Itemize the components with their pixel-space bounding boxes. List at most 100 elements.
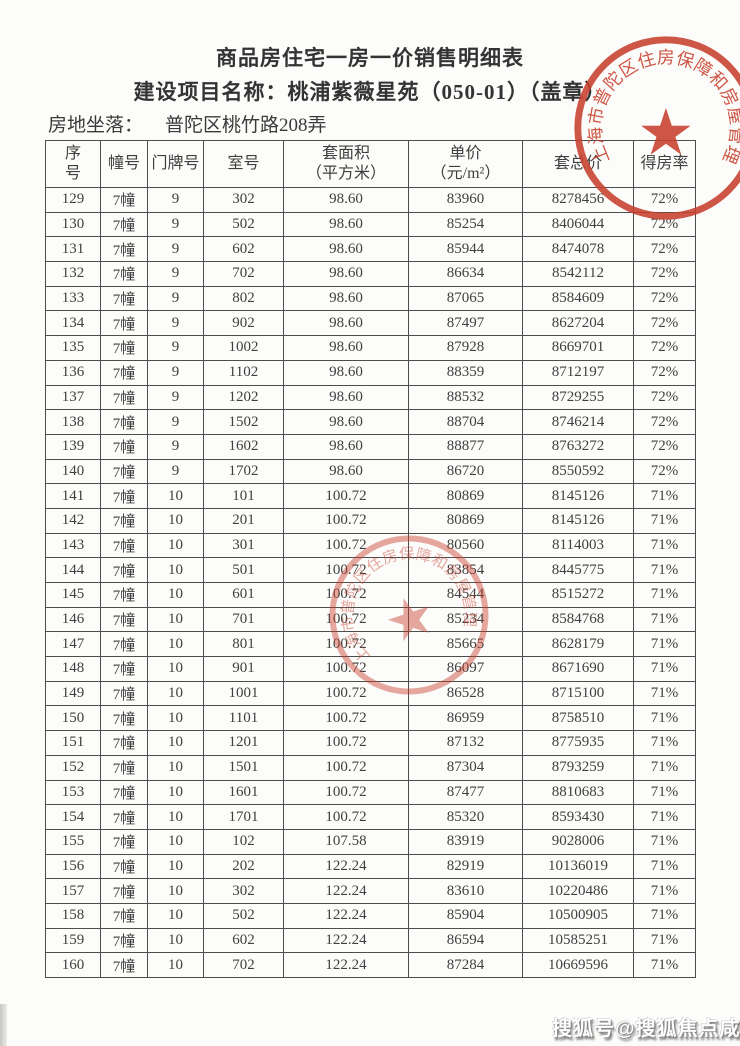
table-row: 152 7幢 10 1501 100.72 87304 8793259 71% <box>45 754 696 781</box>
table-row: 159 7幢 10 602 122.24 86594 10585251 71% <box>45 927 696 954</box>
cell-serial: 151 <box>45 730 101 756</box>
cell-serial: 129 <box>45 187 101 213</box>
page-title: 商品房住宅一房一价销售明细表 <box>216 46 524 70</box>
cell-serial: 133 <box>45 285 101 312</box>
cell-area: 122.24 <box>283 853 409 880</box>
header-building: 幢号 <box>100 140 148 188</box>
cell-total-price: 8729255 <box>522 384 634 411</box>
cell-area: 100.72 <box>283 532 409 559</box>
cell-unit-price: 83610 <box>408 878 523 904</box>
cell-total-price: 8593430 <box>522 804 634 830</box>
table-row: 158 7幢 10 502 122.24 85904 10500905 71% <box>45 902 696 929</box>
cell-door: 9 <box>147 211 204 238</box>
cell-unit-price: 85254 <box>408 211 523 238</box>
cell-building: 7幢 <box>100 458 148 485</box>
table-row: 138 7幢 9 1502 98.60 88704 8746214 72% <box>45 409 696 435</box>
cell-efficiency: 72% <box>633 335 696 361</box>
cell-room: 702 <box>203 261 284 287</box>
cell-building: 7幢 <box>100 384 148 411</box>
cell-room: 1102 <box>203 359 284 386</box>
cell-unit-price: 87065 <box>408 285 523 312</box>
cell-efficiency: 71% <box>633 582 696 608</box>
cell-efficiency: 71% <box>633 730 696 756</box>
table-row: 156 7幢 10 202 122.24 82919 10136019 71% <box>45 853 696 880</box>
cell-efficiency: 71% <box>633 680 696 707</box>
cell-door: 10 <box>147 631 204 658</box>
cell-efficiency: 71% <box>633 779 696 806</box>
cell-building: 7幢 <box>100 187 148 213</box>
cell-building: 7幢 <box>100 409 148 435</box>
cell-area: 98.60 <box>283 409 409 435</box>
cell-efficiency: 72% <box>633 384 696 411</box>
cell-serial: 137 <box>45 384 101 411</box>
cell-door: 9 <box>147 409 204 435</box>
cell-room: 1702 <box>203 458 284 485</box>
table-body: 129 7幢 9 302 98.60 83960 8278456 72% 130… <box>45 187 696 978</box>
cell-serial: 152 <box>45 754 101 781</box>
cell-total-price: 8793259 <box>522 754 634 781</box>
cell-door: 10 <box>147 754 204 781</box>
cell-efficiency: 72% <box>633 409 696 435</box>
table-row: 145 7幢 10 601 100.72 84544 8515272 71% <box>45 582 696 608</box>
header-door: 门牌号 <box>147 140 204 188</box>
price-table: 序 号 幢号 门牌号 室号 套面积 （平方米） 单价 （元/m²） 套总价 得房… <box>45 140 696 978</box>
table-row: 154 7幢 10 1701 100.72 85320 8593430 71% <box>45 804 696 830</box>
cell-room: 302 <box>203 187 284 213</box>
cell-room: 602 <box>203 236 284 263</box>
header-total-price: 套总价 <box>522 140 634 188</box>
table-row: 135 7幢 9 1002 98.60 87928 8669701 72% <box>45 335 696 361</box>
table-row: 133 7幢 9 802 98.60 87065 8584609 72% <box>45 285 696 312</box>
cell-serial: 140 <box>45 458 101 485</box>
cell-area: 100.72 <box>283 582 409 608</box>
cell-serial: 160 <box>45 952 101 978</box>
cell-unit-price: 85320 <box>408 804 523 830</box>
cell-efficiency: 71% <box>633 754 696 781</box>
cell-room: 301 <box>203 532 284 559</box>
cell-serial: 143 <box>45 532 101 559</box>
cell-total-price: 8542112 <box>522 261 634 287</box>
cell-total-price: 8775935 <box>522 730 634 756</box>
table-row: 141 7幢 10 101 100.72 80869 8145126 71% <box>45 483 696 509</box>
cell-efficiency: 71% <box>633 705 696 732</box>
table-row: 137 7幢 9 1202 98.60 88532 8729255 72% <box>45 384 696 411</box>
cell-door: 10 <box>147 952 204 978</box>
cell-efficiency: 71% <box>633 507 696 534</box>
cell-room: 1601 <box>203 779 284 806</box>
cell-serial: 134 <box>45 310 101 337</box>
cell-total-price: 10669596 <box>522 952 634 978</box>
cell-area: 100.72 <box>283 507 409 534</box>
cell-room: 1502 <box>203 409 284 435</box>
cell-efficiency: 71% <box>633 828 696 855</box>
scan-edge-artifact <box>0 1004 7 1046</box>
cell-room: 502 <box>203 902 284 929</box>
cell-area: 100.72 <box>283 483 409 509</box>
cell-total-price: 8671690 <box>522 656 634 682</box>
cell-serial: 142 <box>45 507 101 534</box>
cell-area: 100.72 <box>283 656 409 682</box>
cell-area: 122.24 <box>283 927 409 954</box>
cell-area: 98.60 <box>283 236 409 263</box>
cell-efficiency: 72% <box>633 236 696 263</box>
cell-total-price: 8627204 <box>522 310 634 337</box>
cell-unit-price: 88704 <box>408 409 523 435</box>
cell-building: 7幢 <box>100 631 148 658</box>
cell-room: 1202 <box>203 384 284 411</box>
cell-building: 7幢 <box>100 828 148 855</box>
cell-efficiency: 71% <box>633 952 696 978</box>
cell-room: 1701 <box>203 804 284 830</box>
cell-total-price: 8628179 <box>522 631 634 658</box>
cell-building: 7幢 <box>100 705 148 732</box>
cell-room: 902 <box>203 310 284 337</box>
cell-area: 100.72 <box>283 631 409 658</box>
cell-efficiency: 72% <box>633 433 696 460</box>
cell-building: 7幢 <box>100 359 148 386</box>
table-row: 139 7幢 9 1602 98.60 88877 8763272 72% <box>45 433 696 460</box>
sohu-watermark: 搜狐号@搜狐焦点咸宁站 <box>552 1018 740 1040</box>
cell-door: 9 <box>147 335 204 361</box>
cell-building: 7幢 <box>100 261 148 287</box>
cell-efficiency: 71% <box>633 483 696 509</box>
cell-door: 10 <box>147 656 204 682</box>
cell-total-price: 8758510 <box>522 705 634 732</box>
cell-building: 7幢 <box>100 878 148 904</box>
